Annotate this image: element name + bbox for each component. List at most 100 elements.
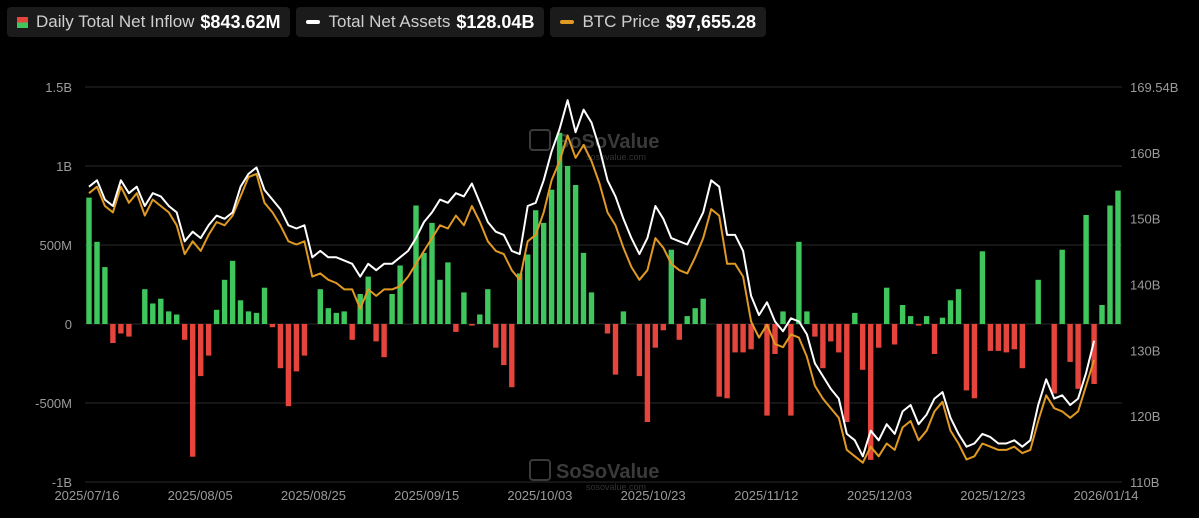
inflow-bar <box>213 309 220 324</box>
outflow-bar <box>381 324 387 358</box>
inflow-bar <box>692 308 698 324</box>
outflow-bar <box>118 324 124 334</box>
inflow-bar <box>939 317 946 324</box>
outflow-bar <box>182 324 188 340</box>
right-axis-ticks: 169.54B 160B 150B 140B 130B 120B 110B <box>1130 80 1178 490</box>
outflow-bar <box>772 324 778 354</box>
outflow-bar <box>190 324 196 457</box>
inflow-bar <box>253 312 260 324</box>
outflow-bar <box>748 324 754 350</box>
inflow-bar <box>142 289 148 324</box>
outflow-bar <box>987 324 994 351</box>
x-tick-label: 2025/10/03 <box>507 488 572 503</box>
right-tick-label: 169.54B <box>1130 80 1178 95</box>
inflow-bar <box>261 287 268 324</box>
watermark-url: sosovalue.com <box>586 152 646 162</box>
inflow-bar <box>421 252 427 324</box>
inflow-bar <box>548 189 555 324</box>
inflow-bar <box>333 312 339 324</box>
inflow-bar <box>620 311 627 324</box>
inflow-bar <box>804 311 810 324</box>
outflow-bar <box>453 324 459 332</box>
total-net-assets-line <box>88 99 1096 458</box>
inflow-bar <box>1035 279 1041 324</box>
outflow-bar <box>644 324 651 422</box>
inflow-bar <box>86 197 92 324</box>
outflow-bar <box>740 324 746 353</box>
inflow-bar <box>437 279 443 324</box>
btc-price-line-icon <box>560 20 575 24</box>
x-tick-label: 2025/07/16 <box>54 488 119 503</box>
outflow-bar <box>198 324 204 377</box>
left-tick-label: 0 <box>65 317 72 332</box>
outflow-bar <box>1051 324 1057 394</box>
outflow-bar <box>676 324 682 340</box>
inflow-bar <box>317 289 323 324</box>
btc-price-line <box>88 134 1096 464</box>
outflow-bar <box>716 324 722 397</box>
outflow-bar <box>971 324 978 399</box>
inflow-bar <box>445 262 451 324</box>
inflow-bar <box>221 279 228 324</box>
inflow-bar <box>588 292 595 324</box>
inflow-bar <box>899 305 906 324</box>
inflow-bar <box>485 289 491 324</box>
outflow-bar <box>891 324 898 345</box>
legend-value: $128.04B <box>456 11 535 32</box>
outflow-bar <box>285 324 292 407</box>
watermark-url: sosovalue.com <box>586 482 646 492</box>
outflow-bar <box>293 324 300 372</box>
inflow-bar <box>979 251 986 324</box>
right-tick-label: 120B <box>1130 409 1160 424</box>
inflow-bar <box>796 241 802 324</box>
x-axis-ticks: 2025/07/16 2025/08/05 2025/08/25 2025/09/15… <box>54 488 1138 503</box>
inflow-bar <box>780 311 786 324</box>
right-tick-label: 110B <box>1130 475 1159 490</box>
x-tick-label: 2025/12/23 <box>960 488 1025 503</box>
inflow-bar <box>341 311 347 324</box>
outflow-bar <box>501 324 507 366</box>
inflow-bar <box>556 132 563 324</box>
watermark-brand: SoSoValue <box>556 131 659 153</box>
outflow-bar <box>269 324 276 328</box>
left-tick-label: 500M <box>39 238 72 253</box>
inflow-bar <box>700 298 706 324</box>
left-tick-label: -500M <box>35 396 72 411</box>
watermark-bottom: SoSoValue sosovalue.com <box>529 459 659 492</box>
inflow-bar <box>429 222 435 324</box>
x-tick-label: 2025/12/03 <box>847 488 912 503</box>
inflow-bar <box>947 300 954 324</box>
legend-item-total-net-assets[interactable]: Total Net Assets $128.04B <box>296 7 545 37</box>
x-tick-label: 2025/11/12 <box>734 488 798 503</box>
inflow-bar <box>461 292 467 324</box>
outflow-bar <box>493 324 499 348</box>
outflow-bar <box>868 324 874 460</box>
outflow-bar <box>277 324 284 369</box>
right-tick-label: 140B <box>1130 278 1160 293</box>
outflow-bar <box>788 324 794 416</box>
inflow-bar <box>166 311 172 324</box>
inflow-bar <box>955 289 962 324</box>
outflow-bar <box>652 324 658 348</box>
outflow-bar <box>876 324 882 348</box>
x-tick-label: 2025/09/15 <box>394 488 459 503</box>
inflow-bar <box>541 222 547 324</box>
inflow-bar <box>517 273 523 324</box>
inflow-bar <box>158 298 164 324</box>
legend-value: $97,655.28 <box>665 11 757 32</box>
inflow-bar <box>923 316 930 324</box>
legend-label: BTC Price <box>582 12 660 31</box>
outflow-bar <box>660 324 666 331</box>
inflow-bar <box>477 314 483 324</box>
x-tick-label: 2025/10/23 <box>621 488 686 503</box>
inflow-bar <box>102 267 108 324</box>
right-tick-label: 130B <box>1130 343 1160 358</box>
legend-item-daily-net-inflow[interactable]: Daily Total Net Inflow $843.62M <box>7 7 291 37</box>
legend-item-btc-price[interactable]: BTC Price $97,655.28 <box>550 7 767 37</box>
inflow-bar <box>150 303 156 324</box>
outflow-bar <box>469 324 475 326</box>
series-lines <box>88 99 1096 464</box>
outflow-bar <box>612 324 619 375</box>
left-tick-label: -1B <box>52 475 72 490</box>
